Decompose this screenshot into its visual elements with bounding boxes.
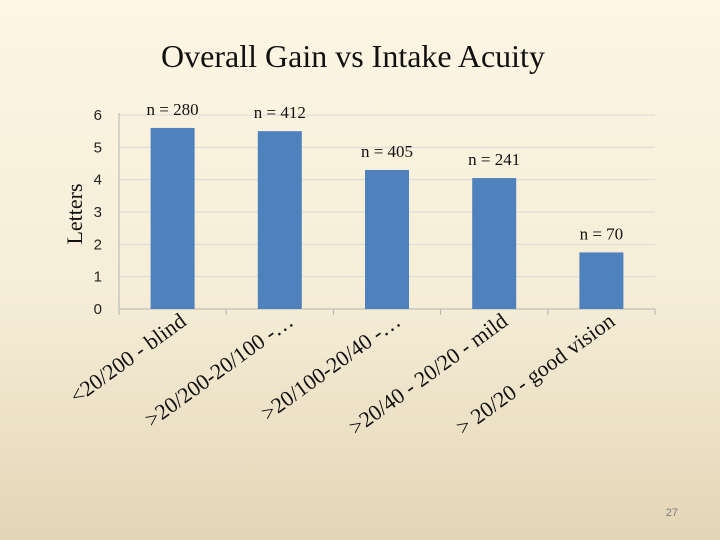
y-tick-label: 6 <box>94 107 102 124</box>
y-tick-label: 1 <box>94 269 102 286</box>
x-tick-labels: <20/200 - blind>20/200-20/100 -…>20/100-… <box>65 308 619 440</box>
bar <box>579 252 624 309</box>
bar <box>365 169 409 309</box>
bars <box>150 127 624 309</box>
y-tick-label: 5 <box>94 139 102 156</box>
data-label: n = 412 <box>254 103 306 122</box>
bar <box>472 178 517 309</box>
bar <box>257 131 302 309</box>
data-labels: n = 280 n = 412 n = 405 n = 241 n = 70 <box>147 100 624 243</box>
data-label: n = 405 <box>361 142 413 161</box>
data-label: n = 280 <box>147 100 199 119</box>
slide-title: Overall Gain vs Intake Acuity <box>161 38 545 74</box>
y-tick-label: 2 <box>94 236 102 253</box>
y-tick-label: 3 <box>94 204 102 221</box>
data-label: n = 70 <box>580 224 624 243</box>
y-tick-label: 0 <box>94 301 102 318</box>
y-tick-labels: 0 1 2 3 4 5 6 <box>94 107 102 318</box>
data-label: n = 241 <box>468 150 520 169</box>
bar <box>150 127 195 309</box>
page-number: 27 <box>665 507 678 519</box>
y-tick-label: 4 <box>94 172 102 189</box>
y-axis-label: Letters <box>62 183 87 244</box>
